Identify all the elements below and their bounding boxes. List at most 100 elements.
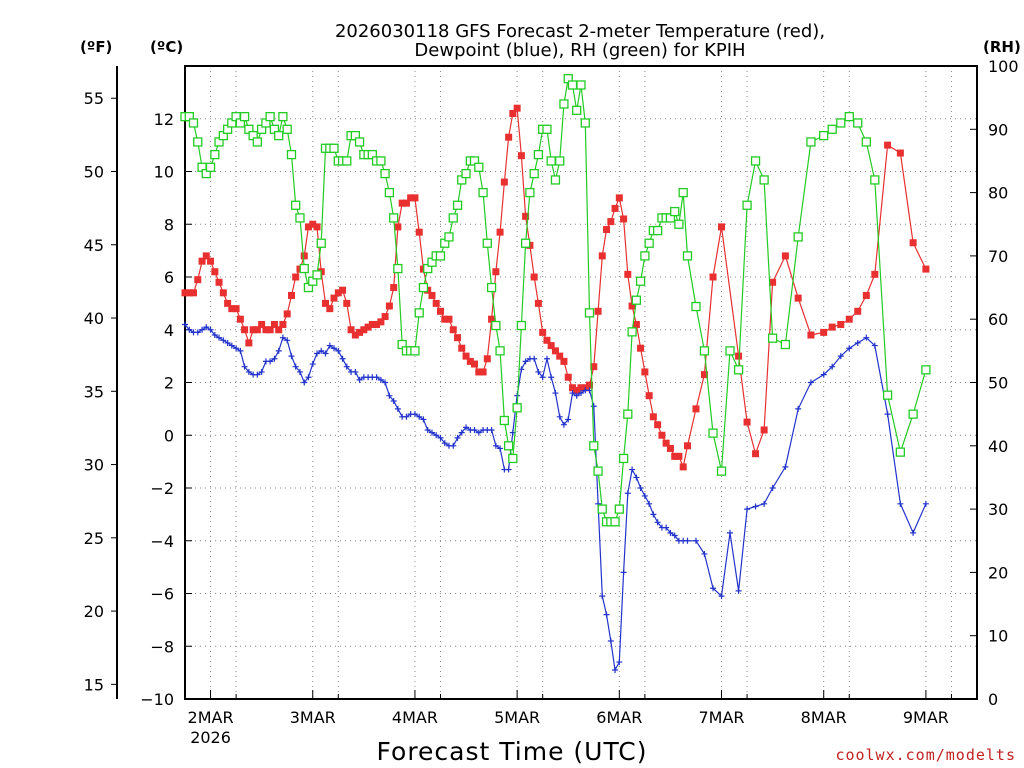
dewpoint-point [854,339,861,346]
rh-point [767,333,778,343]
temperature-point [509,109,517,117]
temperature-point [628,302,636,310]
dewpoint-point [416,413,423,420]
rh-point [205,162,216,172]
x-axis-tick-label: 4MAR [392,708,438,727]
f-axis-tick-label: 35 [84,382,104,401]
rh-point [921,365,931,375]
c-axis-tick-label: 10 [154,163,174,182]
rh-point [448,213,458,223]
temperature-point [794,294,802,302]
dewpoint-point [871,342,878,349]
dewpoint-point [637,485,644,491]
temperature-point [394,223,402,231]
temperature-point [522,212,530,220]
x-axis-tick-label: 9MAR [903,708,949,727]
dewpoint-point [305,374,312,381]
temperature-point [654,421,662,429]
dewpoint-point [207,326,214,333]
temperature-point [671,452,679,460]
dewpoint-point [624,490,631,497]
f-axis-tick-label: 40 [84,309,104,328]
rh-point [640,251,650,261]
temperature-point [683,442,691,450]
rh-point [389,213,399,223]
temperature-point [611,204,619,212]
temperature-point [500,178,508,186]
dewpoint-point [386,392,393,399]
temperature-point [871,270,879,278]
rh-point [678,187,688,198]
rh-point [529,168,539,179]
rh-point [265,111,275,122]
dewpoint-point [279,334,286,341]
dewpoint-point [258,368,265,375]
temperature-point [351,331,359,339]
rh-point [478,187,488,198]
rh-point [188,118,199,128]
dewpoint-point [403,413,410,420]
temperature-point [283,310,291,318]
rh-point [733,365,744,375]
rh-point [844,111,854,122]
dewpoint-point [769,485,776,491]
dewpoint-point [284,337,291,344]
temperature-point [513,104,521,112]
dewpoint-point [735,587,742,594]
temperature-point [488,315,496,323]
temperature-point [718,223,726,231]
temperature-point [530,273,538,281]
rh-point [295,213,305,223]
rh-point [354,137,365,147]
x-axis-tick-label: 2MAR [188,708,234,727]
c-axis-tick-label: 12 [154,110,174,129]
dewpoint-point [437,434,444,441]
temperature-point [462,352,470,360]
rh-point [482,238,492,248]
x-axis-tick-label: 8MAR [801,708,847,727]
rh-point [682,251,693,261]
temperature-point [432,299,440,307]
temperature-point [475,368,483,376]
temperature-point [347,326,355,334]
temperature-point [339,286,347,294]
f-axis-tick-label: 30 [84,456,104,475]
dewpoint-point [382,379,389,386]
dewpoint-point [726,529,733,536]
temperature-point [709,273,717,281]
c-axis-tick-label: −6 [150,585,174,604]
rh-point [819,130,829,141]
dewpoint-point [884,411,891,418]
temperature-point [266,326,274,334]
rh-point [861,137,871,147]
rh-point [286,149,297,160]
dewpoint-point [863,334,870,341]
temperature-point [364,323,372,331]
temperature-point [398,199,406,207]
temperature-point [662,439,670,447]
dewpoint-point [390,397,397,404]
dewpoint-point [356,376,363,383]
f-axis-tick-label: 50 [84,163,104,182]
c-axis-tick-label: −10 [140,690,174,709]
dewpoint-point [237,347,244,354]
dewpoint-point [922,500,929,507]
rh-point [725,346,735,356]
dewpoint-point [633,474,640,481]
rh-point [895,447,906,457]
rh-point [316,238,326,248]
rh-axis: 0 10 20 30 40 50 60 70 80 90 100 [970,57,1019,709]
dewpoint-point [488,426,495,433]
rh-point [908,409,918,419]
series-layer [180,74,931,673]
dewpoint-point [497,445,504,452]
x-axis-tick-label: 5MAR [494,708,540,727]
temperature-point [207,257,215,265]
dewpoint-point [910,529,917,536]
dewpoint-point [897,500,904,507]
dewpoint-point [629,466,636,473]
rh-point [699,346,710,356]
temperature-point [620,215,628,223]
rh-point [376,156,386,166]
temperature-point [556,352,564,360]
